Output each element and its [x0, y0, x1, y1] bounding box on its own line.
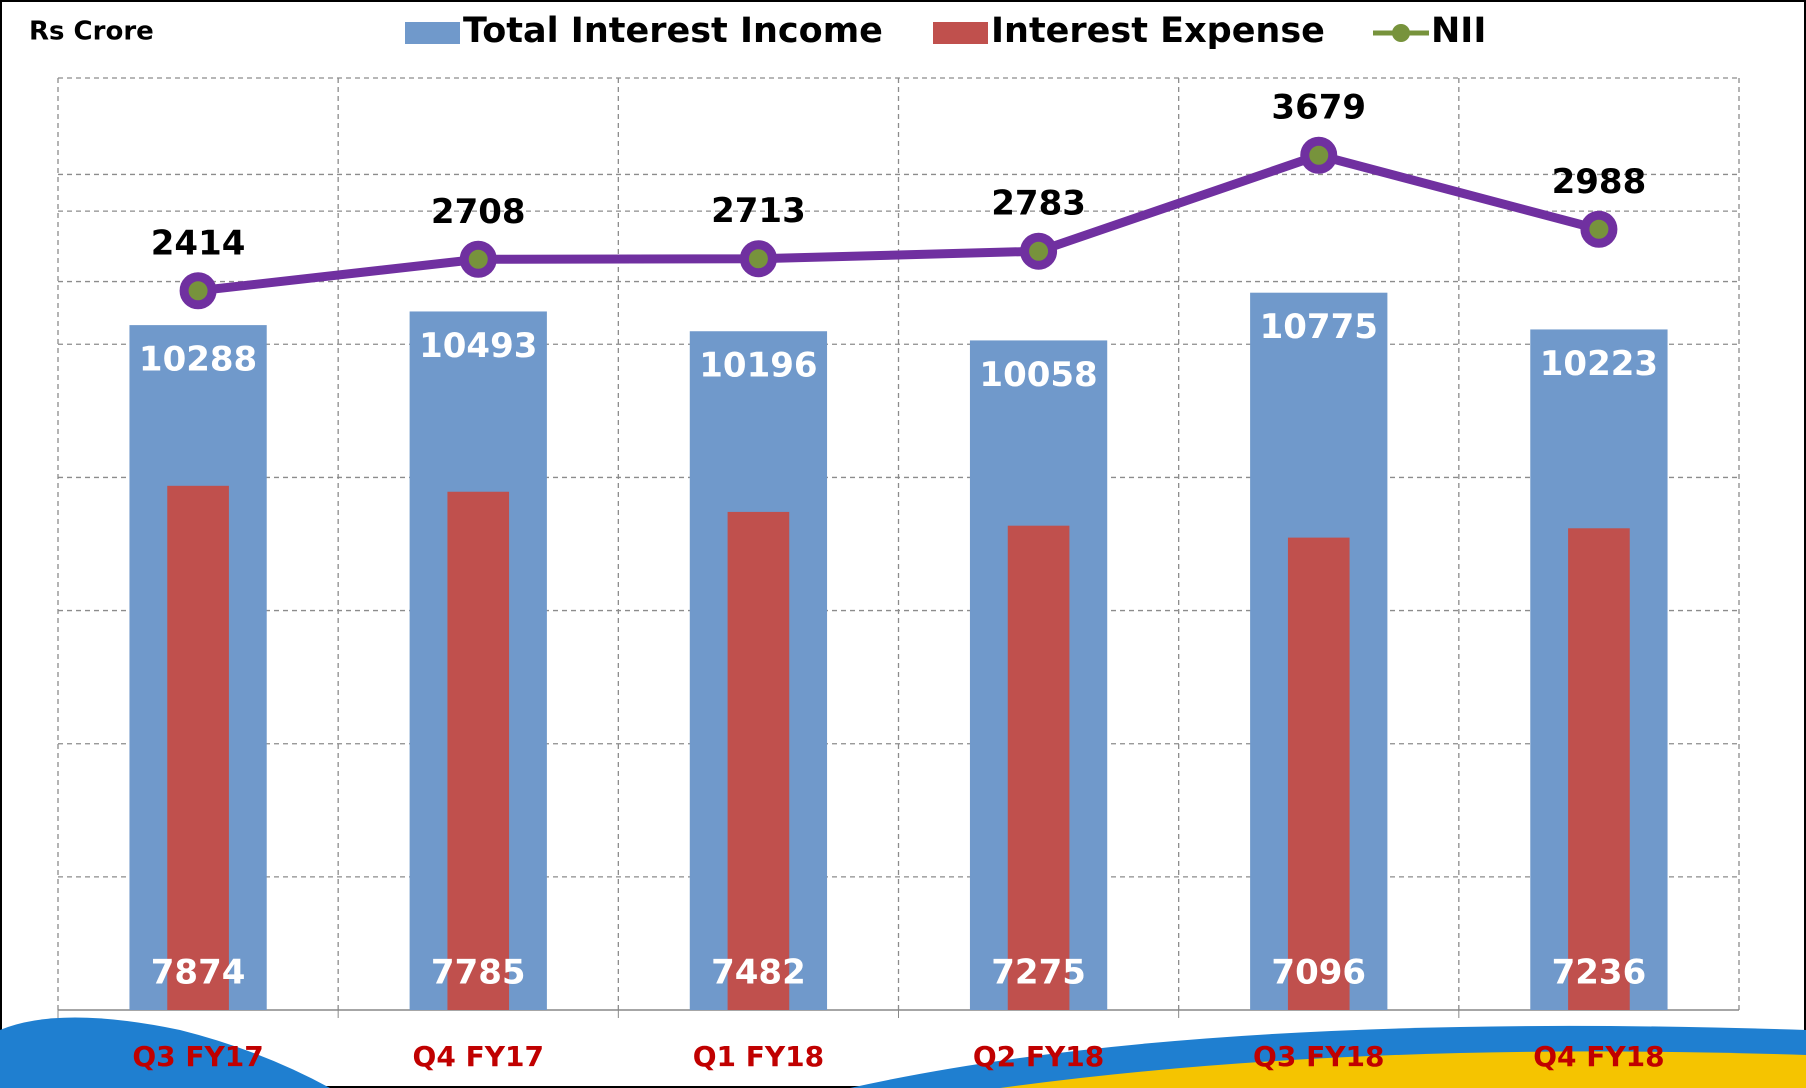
data-label: 2783: [991, 184, 1086, 224]
data-label: 10223: [1540, 344, 1658, 384]
data-label: 7874: [151, 953, 246, 993]
data-label: 2988: [1552, 162, 1647, 202]
legend-label: Interest Expense: [991, 11, 1325, 51]
legend-swatch: [933, 22, 988, 44]
legend-label: Total Interest Income: [463, 11, 883, 51]
x-tick-label: Q3 FY17: [132, 1040, 263, 1073]
bar: [1008, 526, 1070, 1010]
bar: [1288, 538, 1350, 1010]
data-label: 7096: [1271, 953, 1366, 993]
data-label: 2708: [431, 192, 526, 232]
data-label: 2414: [151, 223, 246, 263]
bar: [728, 512, 790, 1010]
data-label: 7785: [431, 953, 526, 993]
data-label: 10288: [139, 340, 257, 380]
marker: [744, 245, 772, 273]
data-label: 10775: [1260, 307, 1378, 347]
marker: [1025, 237, 1053, 265]
bar: [1568, 528, 1630, 1010]
bar: [447, 492, 509, 1010]
legend-swatch: [1392, 24, 1410, 42]
marker: [464, 245, 492, 273]
data-label: 7482: [711, 953, 806, 993]
data-label: 2713: [711, 191, 806, 231]
legend-swatch: [405, 22, 460, 44]
x-tick-label: Q4 FY18: [1533, 1040, 1664, 1073]
unit-label: Rs Crore: [29, 17, 154, 47]
x-tick-label: Q3 FY18: [1253, 1040, 1384, 1073]
x-tick-label: Q2 FY18: [973, 1040, 1104, 1073]
data-label: 7275: [991, 953, 1086, 993]
legend-label: NII: [1431, 11, 1486, 51]
data-label: 10058: [979, 355, 1097, 395]
chart: Rs Crore Total Interest Income Interest E…: [0, 0, 1806, 1088]
data-label: 3679: [1271, 88, 1366, 128]
marker: [184, 277, 212, 305]
x-tick-label: Q4 FY17: [413, 1040, 544, 1073]
data-label: 10493: [419, 326, 537, 366]
data-label: 10196: [699, 346, 817, 386]
bar: [167, 486, 229, 1010]
x-tick-label: Q1 FY18: [693, 1040, 824, 1073]
marker: [1305, 141, 1333, 169]
data-label: 7236: [1552, 953, 1647, 993]
marker: [1585, 215, 1613, 243]
